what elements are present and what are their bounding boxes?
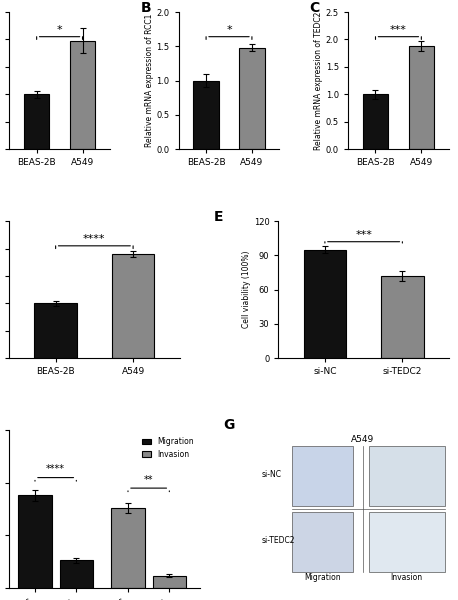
Bar [18, 496, 52, 588]
Text: si-TEDC2: si-TEDC2 [262, 536, 295, 545]
Bar [34, 304, 77, 358]
Text: **: ** [144, 475, 153, 485]
Y-axis label: Relative mRNA expression of TEDC2: Relative mRNA expression of TEDC2 [314, 11, 323, 150]
Bar [240, 47, 265, 149]
Text: Migration: Migration [305, 572, 341, 581]
Bar [60, 560, 93, 588]
Bar [292, 512, 353, 572]
Text: E: E [214, 210, 223, 224]
Text: *: * [57, 25, 62, 35]
Y-axis label: Relative mRNA expression of RCC1: Relative mRNA expression of RCC1 [145, 14, 153, 147]
Bar [193, 80, 218, 149]
Text: ***: *** [355, 230, 372, 241]
Bar [112, 254, 154, 358]
Bar [24, 94, 49, 149]
Text: G: G [223, 418, 234, 431]
Text: *: * [226, 25, 232, 35]
Text: A549: A549 [351, 435, 375, 444]
Bar [363, 94, 388, 149]
Legend: Migration, Invasion: Migration, Invasion [138, 434, 196, 462]
Bar [409, 46, 434, 149]
Text: si-NC: si-NC [262, 470, 282, 479]
Bar [153, 576, 186, 588]
Y-axis label: Cell viability (100%): Cell viability (100%) [242, 251, 251, 328]
Bar [369, 446, 445, 506]
Text: C: C [310, 1, 320, 15]
Bar [304, 250, 346, 358]
Bar [70, 41, 95, 149]
Bar [369, 512, 445, 572]
Bar [111, 508, 145, 588]
Bar [381, 276, 424, 358]
Text: ****: **** [83, 235, 106, 244]
Text: Invasion: Invasion [391, 572, 423, 581]
Text: B: B [140, 1, 151, 15]
Bar [292, 446, 353, 506]
Text: ****: **** [46, 464, 65, 475]
Text: ***: *** [390, 25, 407, 35]
